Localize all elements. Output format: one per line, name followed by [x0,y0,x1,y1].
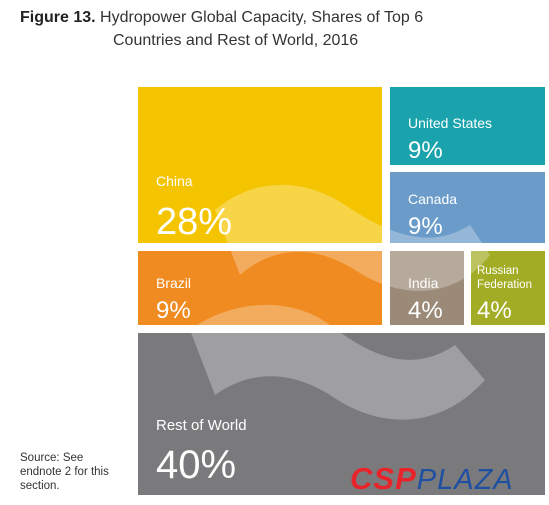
tile-label-brazil: Brazil [156,275,191,291]
tile-value-india: 4% [408,297,443,324]
title-line-1: Hydropower Global Capacity, Shares of To… [100,9,424,26]
tile-russian-federation [471,251,545,325]
figure-number: Figure 13. [20,9,96,26]
tile-label-russian-federation: Russian Federation [477,265,532,291]
tile-label-united-states: United States [408,115,492,131]
tile-label-china: China [156,173,193,189]
tile-china [138,87,382,243]
tile-canada [390,172,545,243]
tile-value-brazil: 9% [156,297,191,324]
title-line-2: Countries and Rest of World, 2016 [113,32,359,49]
tile-label-rest-of-world: Rest of World [156,417,247,434]
figure-title: Figure 13. Hydropower Global Capacity, S… [20,6,540,52]
tile-value-canada: 9% [408,213,443,240]
tile-label-india: India [408,275,439,291]
watermark-logo: CSPPLAZA [350,461,514,497]
wave-watermark-shape [190,184,490,420]
watermark-part-1: CSP [350,461,417,496]
source-note: Source: See endnote 2 for this section. [20,452,109,492]
tile-value-china: 28% [156,201,232,243]
tile-india [390,251,464,325]
tile-label-canada: Canada [408,191,457,207]
tile-brazil [138,251,382,325]
tile-value-russian-federation: 4% [477,297,512,324]
tile-value-rest-of-world: 40% [156,443,236,487]
tile-value-united-states: 9% [408,137,443,164]
tile-united-states [390,87,545,165]
tile-rest-of-world [138,333,545,495]
watermark-part-2: PLAZA [416,464,514,496]
